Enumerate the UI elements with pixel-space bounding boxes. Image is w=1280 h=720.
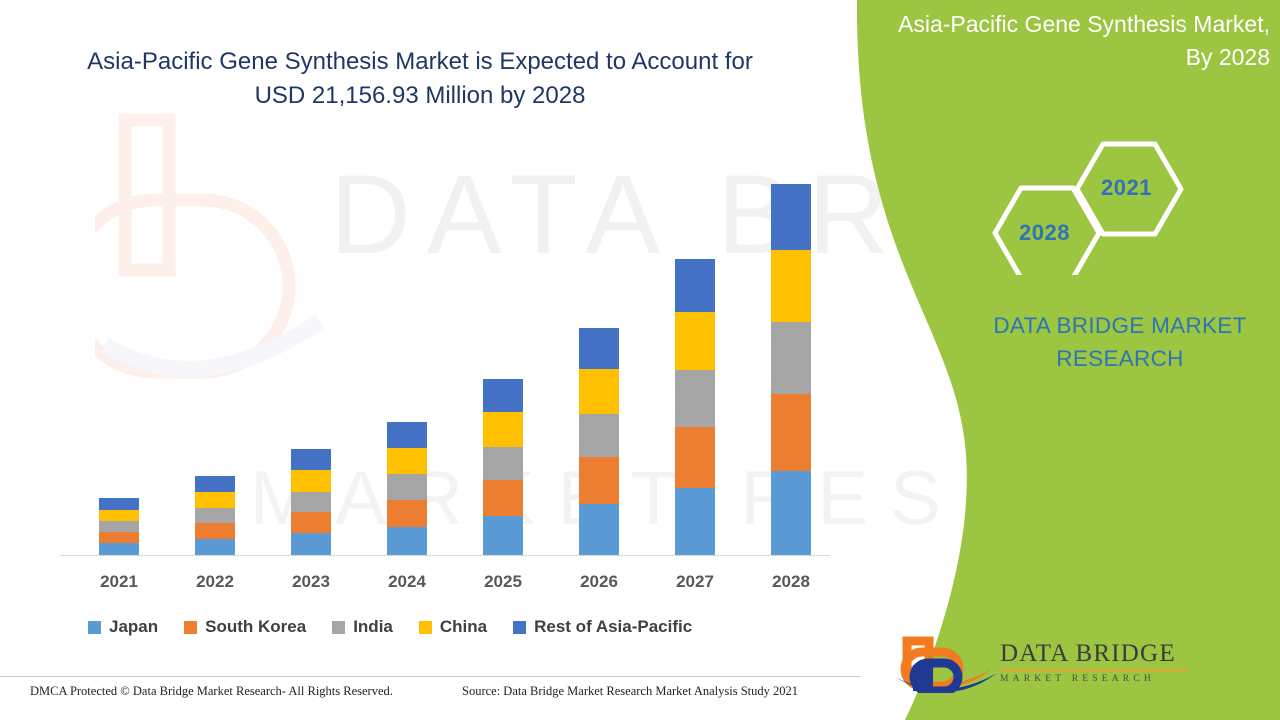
bar-segment-2024-rest-of-asia-pacific <box>387 422 427 448</box>
bar-segment-2023-japan <box>291 532 331 555</box>
bar-segment-2026-china <box>579 369 619 414</box>
legend-swatch-icon <box>332 620 346 634</box>
bar-2022 <box>195 475 235 555</box>
hexagon-shapes <box>992 141 1184 281</box>
data-bridge-logo-mark <box>895 636 997 693</box>
footer-copyright: DMCA Protected © Data Bridge Market Rese… <box>30 684 393 698</box>
legend-item-south-korea[interactable]: South Korea <box>184 617 306 637</box>
bar-2028 <box>771 184 811 555</box>
legend-item-rest-of-asia-pacific[interactable]: Rest of Asia-Pacific <box>513 617 692 637</box>
bar-segment-2022-rest-of-asia-pacific <box>195 475 235 492</box>
hexagon-front-label: 2028 <box>1019 220 1070 245</box>
bar-segment-2021-china <box>99 509 139 522</box>
bar-segment-2023-rest-of-asia-pacific <box>291 449 331 470</box>
bar-segment-2026-south-korea <box>579 457 619 505</box>
x-label-2028: 2028 <box>772 572 810 591</box>
x-label-2026: 2026 <box>580 572 618 591</box>
bar-segment-2024-south-korea <box>387 499 427 527</box>
bar-2027 <box>675 258 715 555</box>
bar-segment-2024-india <box>387 474 427 500</box>
chart-title-line2: USD 21,156.93 Million by 2028 <box>254 82 586 110</box>
footer-divider <box>0 676 860 677</box>
bar-segment-2027-japan <box>675 487 715 555</box>
legend-item-india[interactable]: India <box>332 617 393 637</box>
bar-segment-2022-china <box>195 491 235 508</box>
bar-2025 <box>483 378 523 555</box>
x-label-2021: 2021 <box>100 572 138 591</box>
chart-legend: Japan South Korea India China Rest of Asia-P… <box>88 616 718 638</box>
panel-brand-line2: RESEARCH <box>1056 345 1184 371</box>
bar-2023 <box>291 449 331 555</box>
panel-title-line2: By 2028 <box>1185 44 1270 71</box>
legend-label: China <box>439 617 488 636</box>
bar-segment-2025-india <box>483 446 523 481</box>
bar-segment-2022-south-korea <box>195 522 235 539</box>
x-label-2024: 2024 <box>388 572 426 591</box>
chart-title-line1: Asia-Pacific Gene Synthesis Market is Ex… <box>87 48 753 75</box>
bar-segment-2022-japan <box>195 538 235 555</box>
x-axis-labels: 2021 2022 2023 2024 2025 2026 2027 2028 <box>60 572 830 598</box>
hexagon-back-label: 2021 <box>1101 175 1152 200</box>
legend-label: Rest of Asia-Pacific <box>534 617 693 636</box>
data-bridge-logo-text: DATA BRIDGE MARKET RESEARCH <box>1000 640 1230 684</box>
x-label-2023: 2023 <box>292 572 330 591</box>
bar-2026 <box>579 328 619 555</box>
bar-segment-2028-south-korea <box>771 393 811 471</box>
legend-swatch-icon <box>88 620 101 634</box>
bar-segment-2028-rest-of-asia-pacific <box>771 184 811 250</box>
bar-segment-2027-india <box>675 369 715 427</box>
hexagon-back <box>1074 141 1184 237</box>
footer-source: Source: Data Bridge Market Research Mark… <box>462 684 799 698</box>
bar-segment-2022-india <box>195 507 235 523</box>
bar-2021 <box>99 497 139 555</box>
panel-brand: DATA BRIDGE MARKET RESEARCH <box>960 310 1280 375</box>
legend-swatch-icon <box>418 620 432 634</box>
bar-segment-2021-south-korea <box>99 531 139 544</box>
bar-2024 <box>387 422 427 555</box>
x-label-2022: 2022 <box>196 572 234 591</box>
legend-swatch-icon <box>184 620 198 634</box>
x-label-2027: 2027 <box>676 572 714 591</box>
logo-underline <box>1001 669 1187 671</box>
bar-segment-2028-japan <box>771 470 811 555</box>
bar-segment-2026-japan <box>579 504 619 555</box>
hexagon-group: 2021 2028 <box>975 140 1190 281</box>
legend-item-china[interactable]: China <box>418 617 488 637</box>
x-label-2025: 2025 <box>484 572 522 591</box>
bar-segment-2024-china <box>387 447 427 475</box>
bar-segment-2026-rest-of-asia-pacific <box>579 328 619 370</box>
bar-segment-2028-india <box>771 322 811 394</box>
bar-segment-2027-south-korea <box>675 426 715 488</box>
panel-brand-line1: DATA BRIDGE MARKET <box>993 313 1247 338</box>
x-axis-line <box>60 555 830 556</box>
bar-segment-2025-south-korea <box>483 480 523 517</box>
bar-segment-2023-india <box>291 491 331 512</box>
legend-label: India <box>353 617 393 636</box>
bar-segment-2021-india <box>99 521 139 532</box>
bar-segment-2025-rest-of-asia-pacific <box>483 378 523 412</box>
stacked-bar-chart <box>60 150 830 556</box>
logo-main-text: DATA BRIDGE <box>1000 640 1176 667</box>
legend-swatch-icon <box>513 620 527 634</box>
legend-label: Japan <box>109 617 159 636</box>
bar-segment-2021-japan <box>99 543 139 555</box>
bar-segment-2027-rest-of-asia-pacific <box>675 258 715 312</box>
panel-title-line1: Asia-Pacific Gene Synthesis Market, <box>898 11 1270 37</box>
logo-sub-text: MARKET RESEARCH <box>1000 673 1155 684</box>
bar-segment-2023-china <box>291 469 331 492</box>
bar-segment-2025-japan <box>483 516 523 555</box>
bar-segment-2026-india <box>579 413 619 458</box>
bar-segment-2027-china <box>675 311 715 370</box>
panel-title: Asia-Pacific Gene Synthesis Market, By 2… <box>880 8 1270 75</box>
bar-segment-2028-china <box>771 249 811 323</box>
bar-segment-2023-south-korea <box>291 511 331 533</box>
bar-segment-2025-china <box>483 411 523 447</box>
chart-title: Asia-Pacific Gene Synthesis Market is Ex… <box>70 45 770 113</box>
legend-label: South Korea <box>205 617 307 636</box>
legend-item-japan[interactable]: Japan <box>88 617 158 637</box>
bar-segment-2024-japan <box>387 526 427 555</box>
bar-segment-2021-rest-of-asia-pacific <box>99 497 139 510</box>
